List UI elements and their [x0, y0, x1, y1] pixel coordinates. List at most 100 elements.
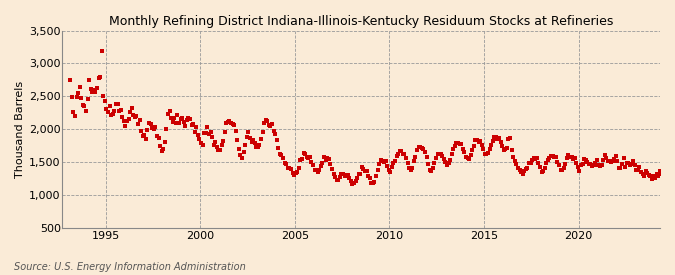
Point: [360, 169, 371, 173]
Point: [524, 161, 535, 166]
Point: [159, 140, 170, 144]
Point: [408, 159, 419, 164]
Point: [458, 146, 468, 151]
Point: [122, 119, 132, 124]
Point: [620, 165, 630, 169]
Point: [421, 155, 432, 160]
Point: [413, 145, 424, 149]
Point: [530, 157, 541, 161]
Point: [158, 147, 169, 151]
Point: [401, 156, 412, 160]
Point: [538, 169, 549, 174]
Point: [618, 156, 629, 161]
Point: [576, 163, 587, 167]
Point: [323, 156, 334, 161]
Point: [383, 167, 394, 172]
Point: [169, 116, 180, 120]
Point: [111, 102, 122, 107]
Point: [631, 167, 642, 172]
Point: [229, 123, 240, 128]
Point: [531, 156, 542, 160]
Point: [491, 135, 502, 140]
Point: [207, 135, 217, 139]
Point: [224, 119, 235, 123]
Point: [290, 171, 301, 175]
Point: [344, 176, 354, 180]
Point: [182, 117, 192, 122]
Point: [377, 159, 387, 163]
Point: [648, 174, 659, 178]
Point: [130, 115, 140, 119]
Point: [374, 162, 385, 166]
Point: [407, 166, 418, 170]
Point: [410, 155, 421, 160]
Point: [454, 142, 465, 147]
Point: [68, 109, 79, 114]
Point: [404, 166, 414, 170]
Point: [256, 137, 267, 142]
Point: [213, 148, 224, 152]
Point: [261, 118, 271, 122]
Point: [459, 150, 470, 155]
Point: [276, 153, 287, 158]
Point: [265, 124, 276, 128]
Point: [342, 173, 353, 177]
Point: [352, 176, 362, 180]
Title: Monthly Refining District Indiana-Illinois-Kentucky Residuum Stocks at Refinerie: Monthly Refining District Indiana-Illino…: [109, 15, 614, 28]
Point: [294, 166, 304, 170]
Point: [190, 130, 200, 134]
Point: [612, 158, 622, 163]
Point: [602, 158, 613, 163]
Point: [136, 129, 146, 133]
Point: [78, 103, 88, 107]
Point: [571, 160, 582, 165]
Point: [462, 156, 473, 161]
Point: [396, 149, 407, 153]
Point: [464, 156, 475, 161]
Point: [505, 135, 516, 140]
Point: [628, 159, 639, 164]
Point: [367, 181, 378, 185]
Point: [120, 124, 131, 128]
Point: [580, 158, 591, 162]
Point: [308, 163, 319, 167]
Point: [235, 153, 246, 157]
Point: [621, 161, 632, 166]
Point: [481, 152, 492, 156]
Point: [84, 77, 95, 82]
Point: [508, 155, 518, 159]
Point: [341, 173, 352, 178]
Point: [465, 153, 476, 158]
Point: [211, 145, 222, 149]
Point: [495, 140, 506, 144]
Point: [131, 114, 142, 119]
Point: [399, 152, 410, 156]
Point: [549, 155, 560, 159]
Point: [634, 165, 645, 170]
Point: [320, 158, 331, 163]
Point: [99, 99, 110, 104]
Point: [547, 154, 558, 158]
Point: [615, 166, 626, 170]
Point: [194, 137, 205, 141]
Point: [303, 156, 314, 160]
Point: [126, 106, 137, 111]
Point: [533, 161, 544, 165]
Point: [636, 170, 647, 174]
Point: [577, 162, 588, 166]
Point: [406, 167, 416, 172]
Point: [186, 123, 197, 127]
Point: [66, 95, 77, 99]
Point: [150, 125, 161, 129]
Point: [350, 179, 361, 183]
Point: [591, 158, 602, 163]
Point: [616, 162, 627, 166]
Point: [172, 113, 183, 117]
Point: [93, 76, 104, 80]
Point: [441, 163, 452, 168]
Point: [388, 161, 399, 165]
Point: [366, 181, 377, 186]
Point: [445, 158, 456, 162]
Point: [545, 153, 556, 158]
Point: [249, 141, 260, 145]
